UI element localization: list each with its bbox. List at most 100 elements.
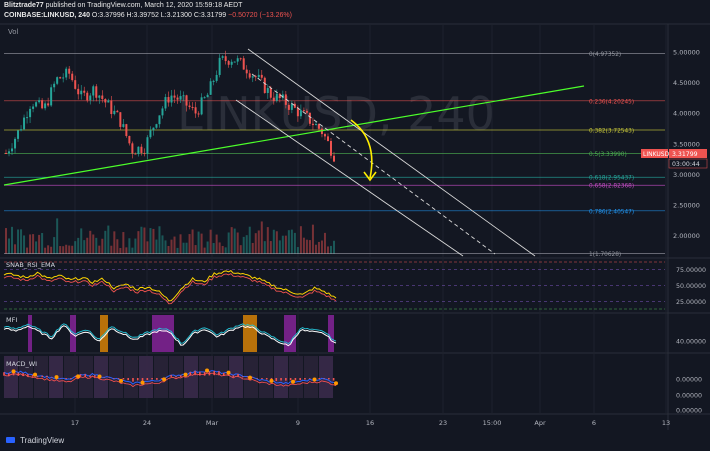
x-tick-label: Apr [534,419,546,427]
macd-cross-dot [54,375,59,380]
volume-bar [89,230,92,254]
macd-histogram-bar [261,378,263,379]
candle-body [68,68,71,74]
candle-body [14,138,17,149]
macd-bg-block [289,356,303,398]
candlesticks [5,50,335,163]
author-name[interactable]: Blitztrade77 [4,2,44,9]
macd-histogram-bar [127,378,130,381]
volume-bar [29,234,32,254]
volume-bars [5,218,335,254]
candle-body [173,95,176,98]
macd-histogram-bar [132,378,134,382]
volume-bar [107,225,110,254]
macd-bg-block [184,356,198,398]
candle-body [134,153,137,155]
tradingview-logo[interactable]: TradingView [6,436,64,445]
tv-logo-icon [6,437,15,443]
candle-body [209,81,212,95]
candle-body [35,102,38,107]
volume-bar [215,234,218,254]
macd-bg-block [259,356,273,398]
volume-bar [17,229,20,254]
volume-bar [230,227,233,254]
macd-bg-block [154,356,168,398]
macd-bg-block [304,356,318,398]
macd-histogram-bar [328,378,330,380]
macd-histogram-bar [256,378,258,379]
volume-bar [77,237,80,254]
volume-bar [53,237,56,254]
volume-bar [74,241,77,254]
volume-bar [290,229,293,254]
macd-bg-block [34,356,48,398]
candle-body [317,124,320,129]
macd-bg-block [199,356,213,398]
volume-bar [296,247,299,254]
volume-bar [218,242,221,254]
candle-body [56,77,59,84]
ascending-trendline[interactable] [3,85,585,186]
macd-cross-dot [248,375,253,380]
macd-histogram-bar [199,371,201,376]
candle-body [260,74,263,78]
macd-cross-dot [269,378,274,383]
candle-body [113,110,116,115]
volume-bar [311,224,314,254]
candle-body [101,95,104,100]
candle-body [239,58,242,60]
macd-histogram-bar [304,378,306,380]
volume-bar [257,230,260,254]
volume-bar [326,246,329,254]
fib-level-label: 0.658(2.82368) [589,184,634,190]
macd-bg-block [319,356,333,398]
candle-body [257,74,260,78]
candle-body [314,124,317,126]
candle-body [245,69,248,74]
volume-bar [116,239,119,254]
y-tick-label: 0.00000 [676,408,702,415]
macd-cross-dot [119,378,124,383]
symbol-watermark: LINKUSD, 240 [177,87,495,141]
candle-body [77,88,80,95]
candle-body [296,107,299,117]
candle-body [203,97,206,99]
time-axis[interactable]: 17 24 Mar 9 16 23 15:00 Apr 6 13 [71,419,670,427]
macd-histogram-bar [41,375,44,378]
indicator-line [3,270,337,302]
volume-bar [302,237,305,254]
candle-body [29,108,32,118]
panel-title: MFI [6,316,17,324]
volume-bar [266,227,269,254]
descending-channel[interactable] [235,48,536,257]
candle-body [131,143,134,154]
candle-body [287,104,290,110]
mfi-highlight-band [284,315,296,352]
macd-histogram-bar [170,375,172,377]
candle-body [281,94,284,99]
macd-signal-line [3,372,337,388]
macd-bg-block [4,356,18,398]
macd-bg-block [19,356,33,398]
volume-bar [110,245,113,254]
candle-body [218,57,221,75]
volume-bar [293,232,296,254]
candle-body [179,96,182,100]
volume-bar [245,235,248,254]
yellow-arrow-annotation[interactable] [350,119,377,182]
mfi-highlight-band [28,315,32,352]
macd-histogram-bar [156,378,158,380]
macd-bg-block [139,356,153,398]
y-tick-label: 40.00000 [676,339,706,346]
volume-bar [44,247,47,254]
candle-body [161,108,164,116]
macd-histogram-bar [285,378,287,381]
candle-body [152,127,155,131]
macd-histogram-bar [208,371,211,376]
current-price-flag: LINKUSD 3.31799 03:00:44 [641,149,708,169]
y-tick-label: 2.50000 [673,202,700,210]
candle-body [107,100,110,103]
candle-body [170,95,173,103]
price-axis[interactable]: 5.00000 4.50000 4.00000 3.50000 3.00000 2.500… [673,49,700,241]
